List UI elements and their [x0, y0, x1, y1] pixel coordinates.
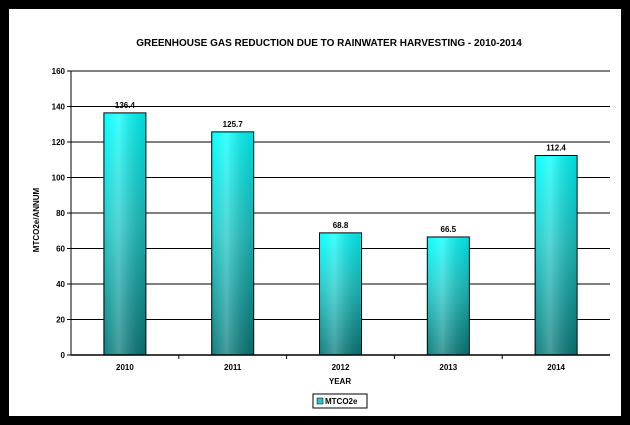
y-axis-label: MTCO2e/ANNUM [32, 187, 41, 252]
chart-title: GREENHOUSE GAS REDUCTION DUE TO RAINWATE… [136, 38, 522, 49]
gridlines [70, 70, 610, 356]
legend-swatch [316, 397, 324, 405]
y-tick-label: 20 [56, 316, 65, 325]
bar-chart: GREENHOUSE GAS REDUCTION DUE TO RAINWATE… [32, 38, 610, 409]
y-tick-label: 160 [52, 67, 66, 76]
x-tick-label: 2014 [547, 363, 565, 372]
data-label-2010: 136.4 [115, 101, 136, 110]
x-tick-label: 2010 [116, 363, 134, 372]
data-label-2012: 68.8 [333, 221, 349, 230]
data-label-2013: 66.5 [441, 225, 457, 234]
bar-shading-2012 [320, 233, 361, 354]
x-axis-ticks: 2010 2011 2012 2013 2014 [71, 354, 610, 372]
bar-shading-2013 [428, 237, 469, 354]
bars: 136.4 125.7 68.8 66.5 112.4 [103, 101, 578, 356]
y-tick-label: 80 [56, 209, 65, 218]
x-tick-label: 2013 [439, 363, 457, 372]
legend-label: MTCO2e [325, 397, 358, 406]
x-tick-label: 2012 [332, 363, 350, 372]
bar-shading-2010 [104, 113, 145, 354]
y-tick-label: 60 [56, 245, 65, 254]
x-axis-label: YEAR [329, 377, 351, 386]
y-tick-label: 140 [52, 103, 66, 112]
y-tick-label: 100 [52, 174, 66, 183]
y-axis-ticks: 0 20 40 60 80 100 120 140 160 [52, 67, 71, 360]
chart-frame: GREENHOUSE GAS REDUCTION DUE TO RAINWATE… [9, 9, 621, 416]
bar-shading-2011 [212, 132, 253, 354]
y-tick-label: 120 [52, 138, 66, 147]
y-tick-label: 0 [61, 351, 66, 360]
legend-box [312, 393, 368, 409]
data-label-2014: 112.4 [546, 143, 566, 152]
legend: MTCO2e [312, 393, 368, 409]
data-label-2011: 125.7 [223, 120, 244, 129]
bar-shading-2014 [536, 156, 577, 354]
x-tick-label: 2011 [224, 363, 242, 372]
y-tick-label: 40 [56, 280, 65, 289]
